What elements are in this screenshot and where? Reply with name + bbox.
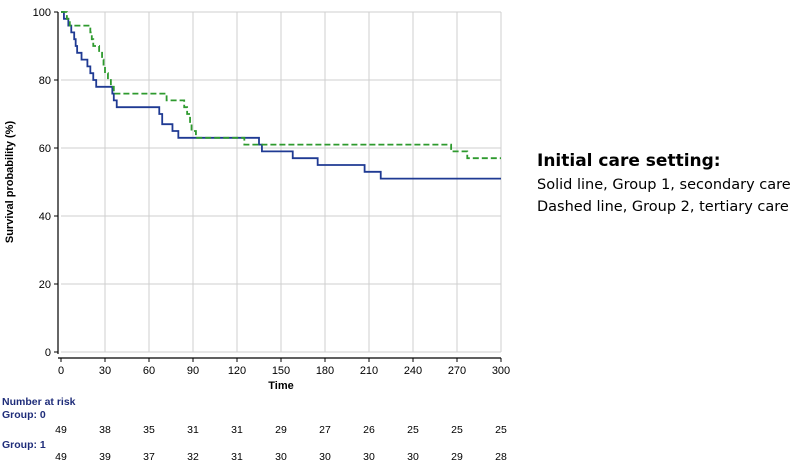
risk-count: 25 <box>495 424 507 436</box>
risk-count: 31 <box>231 451 243 463</box>
legend-title: Initial care setting: <box>537 151 721 171</box>
risk-count: 29 <box>451 451 463 463</box>
risk-count: 31 <box>187 424 199 436</box>
risk-count: 30 <box>275 451 287 463</box>
group2-dashed-curve <box>61 11 501 160</box>
x-tick-label: 60 <box>143 365 155 377</box>
tick-labels: 0 20 40 60 80 100 0 30 60 90 120 150 180 210 240 270 300 <box>33 7 511 377</box>
risk-count: 30 <box>319 451 331 463</box>
risk-count: 25 <box>407 424 419 436</box>
x-tick-label: 240 <box>404 365 422 377</box>
risk-table-title: Number at risk <box>2 396 76 408</box>
x-tick-label: 300 <box>492 365 510 377</box>
risk-count: 26 <box>363 424 375 436</box>
x-tick-label: 0 <box>58 365 64 377</box>
y-axis-title: Survival probability (%) <box>4 121 16 244</box>
risk-count: 29 <box>275 424 287 436</box>
risk-count: 31 <box>231 424 243 436</box>
x-tick-label: 210 <box>360 365 378 377</box>
risk-count: 25 <box>451 424 463 436</box>
risk-count: 49 <box>55 424 67 436</box>
x-tick-label: 90 <box>187 365 199 377</box>
grid <box>61 11 502 353</box>
y-tick-label: 0 <box>45 347 51 359</box>
risk-count: 38 <box>99 424 111 436</box>
group1-solid-curve <box>61 11 501 180</box>
legend-dashed-line-text: Dashed line, Group 2, tertiary care <box>537 199 789 215</box>
y-tick-label: 20 <box>39 279 51 291</box>
y-tick-label: 60 <box>39 143 51 155</box>
y-tick-label: 80 <box>39 75 51 87</box>
axis-titles: Time Survival probability (%) <box>4 121 294 392</box>
x-tick-label: 180 <box>316 365 334 377</box>
x-tick-label: 270 <box>448 365 466 377</box>
risk-count: 35 <box>143 424 155 436</box>
risk-count: 30 <box>407 451 419 463</box>
axes <box>54 11 502 362</box>
risk-count: 32 <box>187 451 199 463</box>
risk-group-label: Group: 1 <box>2 439 46 451</box>
series <box>61 11 501 180</box>
legend-solid-line-text: Solid line, Group 1, secondary care <box>537 177 791 193</box>
risk-count: 37 <box>143 451 155 463</box>
y-tick-label: 100 <box>33 7 51 19</box>
y-tick-label: 40 <box>39 211 51 223</box>
x-axis-title: Time <box>268 380 293 392</box>
risk-count: 27 <box>319 424 331 436</box>
risk-count: 39 <box>99 451 111 463</box>
risk-count: 30 <box>363 451 375 463</box>
x-tick-label: 120 <box>228 365 246 377</box>
risk-group-label: Group: 0 <box>2 409 46 421</box>
x-tick-label: 30 <box>99 365 111 377</box>
legend: Initial care setting: Solid line, Group … <box>537 150 791 218</box>
risk-count: 28 <box>495 451 507 463</box>
x-tick-label: 150 <box>272 365 290 377</box>
risk-count: 49 <box>55 451 67 463</box>
